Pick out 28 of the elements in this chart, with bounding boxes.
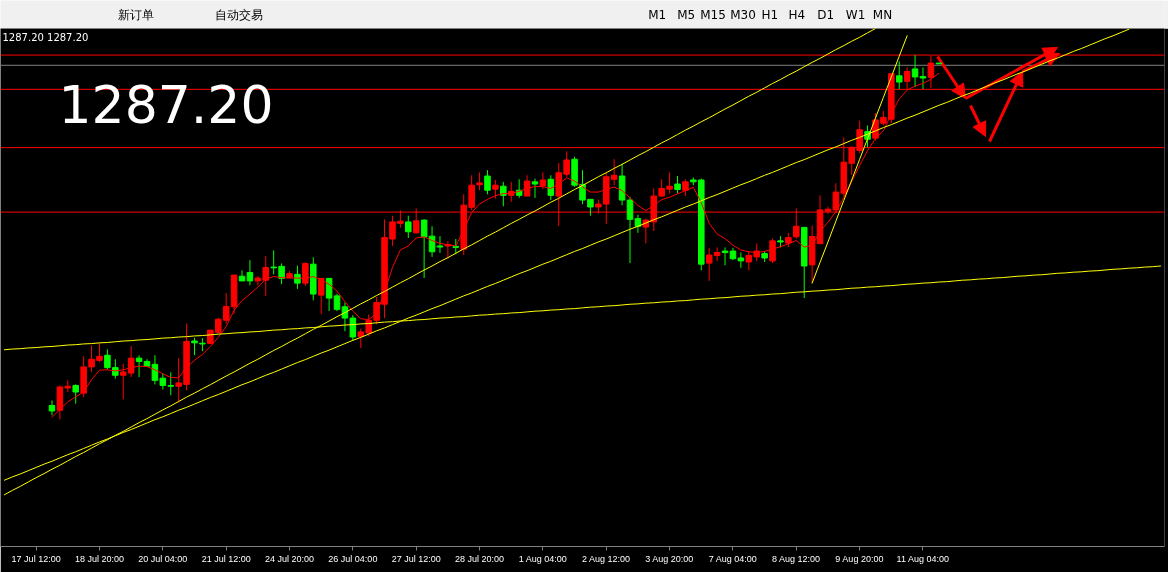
text: MN bbox=[872, 7, 893, 22]
x-tick-label: 8 Aug 12:00 bbox=[772, 553, 821, 564]
text: M15 bbox=[700, 7, 726, 22]
x-tick-label: 3 Aug 20:00 bbox=[645, 553, 694, 564]
text: H1 bbox=[761, 7, 779, 22]
x-tick-label: 27 Jul 12:00 bbox=[391, 553, 441, 564]
x-tick-label: 24 Jul 20:00 bbox=[265, 553, 315, 564]
text: 自动交易 bbox=[214, 7, 263, 22]
x-tick-label: 28 Jul 20:00 bbox=[455, 553, 505, 564]
x-tick-label: 18 Jul 20:00 bbox=[74, 553, 125, 564]
x-tick-label: 1 Aug 04:00 bbox=[518, 553, 567, 564]
x-tick-label: 17 Jul 12:00 bbox=[11, 553, 61, 564]
x-tick-label: 9 Aug 20:00 bbox=[835, 553, 884, 564]
text: M5 bbox=[677, 7, 696, 22]
x-tick-label: 26 Jul 04:00 bbox=[328, 553, 378, 564]
annotation: 1287.20 bbox=[58, 74, 274, 135]
text: M1 bbox=[648, 7, 667, 22]
x-tick-label: 20 Jul 04:00 bbox=[138, 553, 188, 564]
text: M30 bbox=[730, 7, 756, 22]
text: H4 bbox=[788, 7, 806, 22]
x-tick-label: 21 Jul 12:00 bbox=[201, 553, 251, 564]
text: W1 bbox=[845, 7, 866, 22]
x-tick-label: 2 Aug 12:00 bbox=[581, 553, 631, 564]
chart-title: 1287.20 1287.20 bbox=[2, 31, 89, 43]
x-tick-label: 11 Aug 04:00 bbox=[896, 553, 949, 564]
text: 新订单 bbox=[118, 7, 155, 22]
x-tick-label: 7 Aug 04:00 bbox=[708, 553, 757, 564]
text: D1 bbox=[817, 7, 835, 22]
